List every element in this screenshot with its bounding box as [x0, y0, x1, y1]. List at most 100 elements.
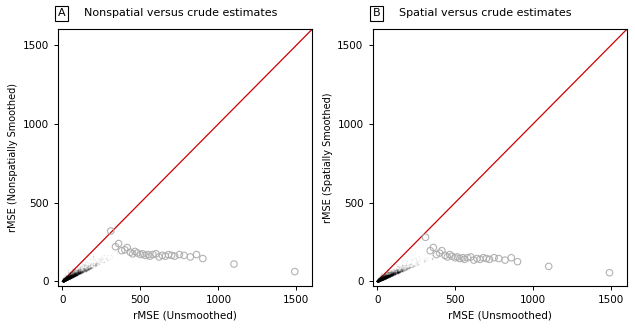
Point	[373, 278, 383, 283]
Point	[382, 275, 392, 280]
Point	[60, 276, 70, 281]
Point	[382, 271, 392, 276]
Point	[382, 274, 392, 280]
Point	[58, 278, 69, 283]
Point	[74, 271, 84, 276]
Point	[385, 273, 395, 279]
Point	[374, 277, 384, 283]
Point	[70, 272, 80, 278]
Point	[373, 277, 384, 283]
Point	[69, 271, 79, 277]
Point	[64, 273, 74, 279]
Point	[79, 266, 89, 271]
Point	[372, 276, 382, 282]
Point	[373, 278, 383, 283]
Point	[384, 274, 394, 279]
Point	[393, 270, 403, 275]
Point	[60, 276, 70, 281]
Point	[70, 269, 81, 274]
Point	[64, 275, 74, 280]
Point	[62, 274, 72, 279]
Point	[60, 276, 70, 282]
Point	[58, 278, 68, 283]
Point	[117, 248, 127, 253]
Point	[382, 274, 392, 280]
Point	[375, 277, 385, 282]
Point	[69, 271, 79, 277]
Point	[380, 275, 390, 281]
Point	[60, 277, 70, 282]
Point	[64, 275, 74, 281]
Point	[395, 269, 405, 274]
Point	[377, 276, 387, 282]
Point	[394, 269, 404, 274]
Point	[75, 267, 85, 272]
Point	[378, 276, 388, 282]
Point	[380, 275, 390, 281]
Point	[380, 275, 391, 280]
Point	[377, 277, 387, 282]
Point	[61, 276, 71, 282]
Point	[394, 269, 404, 274]
Point	[59, 278, 69, 283]
Point	[76, 270, 86, 275]
Point	[382, 275, 392, 280]
Point	[67, 273, 77, 278]
Point	[57, 278, 67, 283]
Point	[58, 278, 68, 284]
Point	[373, 278, 383, 283]
Point	[379, 275, 389, 280]
Point	[62, 276, 72, 281]
Point	[66, 270, 76, 275]
Point	[375, 277, 385, 282]
Point	[67, 273, 77, 278]
Point	[387, 269, 398, 274]
Point	[411, 260, 421, 265]
Point	[388, 272, 398, 277]
Point	[58, 278, 68, 283]
Point	[373, 278, 383, 284]
Point	[375, 278, 385, 283]
Point	[64, 276, 74, 281]
Point	[78, 267, 88, 273]
Point	[374, 278, 384, 283]
Point	[60, 277, 70, 283]
Point	[389, 271, 399, 276]
Point	[384, 272, 394, 277]
Point	[381, 274, 391, 280]
Point	[69, 273, 79, 278]
Point	[60, 278, 70, 283]
Point	[399, 265, 410, 270]
Point	[392, 270, 402, 276]
Point	[76, 264, 86, 269]
Point	[60, 278, 70, 283]
Point	[58, 278, 68, 283]
Point	[386, 271, 396, 277]
Point	[64, 276, 74, 281]
Point	[74, 265, 84, 270]
Point	[382, 274, 392, 280]
Point	[62, 276, 72, 281]
Point	[377, 276, 387, 281]
Point	[61, 276, 71, 282]
Point	[60, 277, 70, 283]
Point	[70, 271, 80, 276]
Point	[66, 275, 76, 280]
Point	[59, 278, 69, 283]
Point	[396, 266, 406, 272]
Point	[387, 269, 398, 274]
Point	[376, 277, 386, 282]
Point	[62, 277, 72, 282]
Point	[389, 271, 399, 276]
Point	[391, 267, 401, 272]
Point	[372, 279, 382, 284]
Point	[380, 272, 390, 277]
Point	[392, 270, 402, 275]
Point	[378, 275, 389, 281]
Point	[383, 274, 393, 280]
Point	[58, 278, 69, 283]
Point	[377, 277, 387, 282]
Point	[74, 271, 84, 276]
Point	[375, 277, 385, 283]
Point	[373, 278, 384, 283]
